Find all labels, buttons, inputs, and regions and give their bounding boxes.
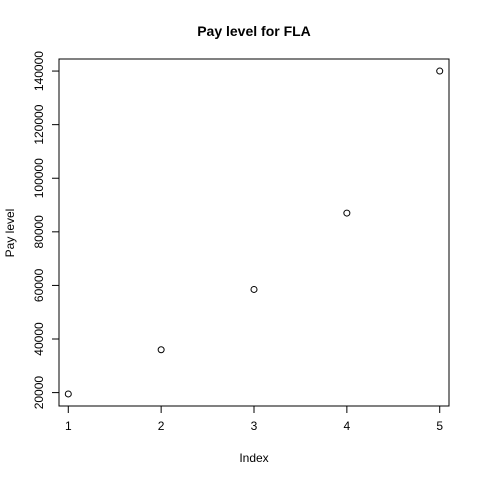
y-axis-label: Pay level <box>3 209 17 258</box>
y-tick-label-3: 60000 <box>32 268 46 302</box>
y-tick-label-1: 20000 <box>32 376 46 410</box>
data-point-5 <box>436 67 444 75</box>
x-tick-label-5: 5 <box>436 419 443 433</box>
y-tick-label-4: 80000 <box>32 215 46 249</box>
y-tick-label-2: 40000 <box>32 322 46 356</box>
chart-title: Pay level for FLA <box>197 23 311 39</box>
x-tick-label-1: 1 <box>65 419 72 433</box>
x-tick-label-3: 3 <box>251 419 258 433</box>
data-point-1 <box>64 390 72 398</box>
x-tick-label-2: 2 <box>158 419 165 433</box>
data-point-3 <box>250 285 258 293</box>
x-axis: 1 2 3 4 5 <box>65 405 443 433</box>
y-tick-label-6: 120000 <box>32 104 46 144</box>
data-points <box>64 67 444 398</box>
data-point-4 <box>343 209 351 217</box>
y-tick-label-7: 140000 <box>32 51 46 91</box>
x-axis-label: Index <box>239 451 268 465</box>
data-point-2 <box>157 346 165 354</box>
y-axis: 20000 40000 60000 80000 100000 120000 140000 <box>32 51 60 410</box>
y-tick-label-5: 100000 <box>32 158 46 198</box>
x-tick-label-4: 4 <box>344 419 351 433</box>
